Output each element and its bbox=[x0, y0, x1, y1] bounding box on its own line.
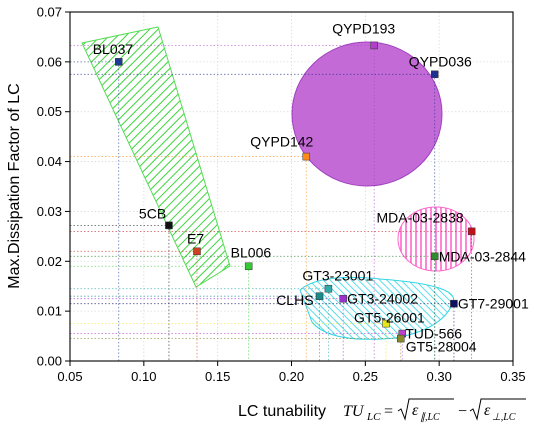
data-point-label: CLHS bbox=[276, 292, 313, 308]
data-point-marker bbox=[467, 227, 476, 236]
data-point-label: GT3-24002 bbox=[347, 291, 418, 307]
x-tick-label: 0.15 bbox=[205, 369, 230, 384]
data-point-label: QYPD142 bbox=[250, 134, 313, 150]
y-tick-label: 0.01 bbox=[37, 304, 62, 319]
data-point-label: E7 bbox=[187, 230, 204, 246]
data-point-label: QYPD036 bbox=[409, 53, 472, 69]
x-tick-label: 0.20 bbox=[279, 369, 304, 384]
data-point-marker bbox=[339, 294, 347, 303]
data-point-marker bbox=[397, 334, 405, 343]
x-axis-label: LC tunability bbox=[238, 403, 326, 420]
data-point-marker bbox=[382, 319, 390, 328]
data-point-marker bbox=[114, 58, 123, 66]
data-point-label: GT5-28004 bbox=[406, 339, 477, 355]
x-tick-label: 0.35 bbox=[500, 369, 525, 384]
data-point-label: BL006 bbox=[231, 244, 272, 260]
region-mda-cluster bbox=[397, 206, 475, 272]
data-point-label: GT5-26001 bbox=[354, 310, 425, 326]
data-point-marker bbox=[430, 252, 439, 261]
x-axis-formula: TU LC = ε ∥,LC − ε ⊥,LC bbox=[343, 398, 526, 423]
data-point-label: GT7-29001 bbox=[458, 296, 529, 312]
data-points: BL037 QYPD193 QYPD036 QYPD142 5CB E7 BL006 MDA-… bbox=[93, 20, 529, 354]
data-point-marker bbox=[430, 70, 439, 79]
y-tick-label: 0.03 bbox=[37, 204, 62, 219]
y-axis-ticks: 0.00 0.01 0.02 0.03 0.04 0.05 0.06 0.07 bbox=[37, 5, 70, 369]
data-point-marker bbox=[450, 299, 458, 308]
svg-text:ε: ε bbox=[412, 402, 419, 419]
y-tick-label: 0.02 bbox=[37, 254, 62, 269]
svg-text:=: = bbox=[384, 403, 393, 420]
y-axis-label: Max.Dissipation Factor of LC bbox=[6, 83, 23, 288]
x-tick-label: 0.25 bbox=[353, 369, 378, 384]
svg-text:⊥,LC: ⊥,LC bbox=[492, 412, 516, 423]
data-point-marker bbox=[315, 292, 324, 300]
data-point-label: TUD-566 bbox=[405, 326, 462, 342]
y-tick-label: 0.04 bbox=[37, 154, 62, 169]
y-tick-label: 0.00 bbox=[37, 354, 62, 369]
point-guide-lines bbox=[70, 45, 473, 361]
svg-text:TU: TU bbox=[343, 403, 365, 420]
svg-text:−: − bbox=[458, 403, 467, 420]
x-tick-label: 0.30 bbox=[427, 369, 452, 384]
region-high-loss-cluster bbox=[81, 26, 231, 288]
svg-text:ε: ε bbox=[484, 402, 491, 419]
data-point-label: 5CB bbox=[139, 205, 166, 221]
svg-text:LC: LC bbox=[366, 411, 381, 423]
data-point-marker bbox=[324, 284, 333, 293]
data-point-label: MDA-03-2844 bbox=[439, 248, 526, 264]
data-point-marker bbox=[302, 152, 311, 161]
data-point-marker bbox=[165, 221, 173, 230]
data-point-label: QYPD193 bbox=[332, 20, 395, 36]
data-point-marker bbox=[244, 262, 253, 271]
x-tick-label: 0.10 bbox=[131, 369, 156, 384]
region-qypd-cluster bbox=[291, 41, 443, 187]
data-point-label: BL037 bbox=[93, 41, 134, 57]
data-point-marker bbox=[370, 41, 378, 50]
y-tick-label: 0.06 bbox=[37, 54, 62, 69]
cluster-regions bbox=[81, 26, 475, 340]
data-point-label: MDA-03-2838 bbox=[376, 209, 463, 225]
data-point-marker bbox=[193, 247, 201, 256]
x-axis-ticks: 0.05 0.10 0.15 0.20 0.25 0.30 0.35 bbox=[57, 361, 526, 384]
y-tick-label: 0.07 bbox=[37, 5, 62, 20]
x-tick-label: 0.05 bbox=[57, 369, 82, 384]
y-tick-label: 0.05 bbox=[37, 104, 62, 119]
data-point-label: GT3-23001 bbox=[302, 268, 373, 284]
svg-text:∥,LC: ∥,LC bbox=[420, 412, 440, 423]
